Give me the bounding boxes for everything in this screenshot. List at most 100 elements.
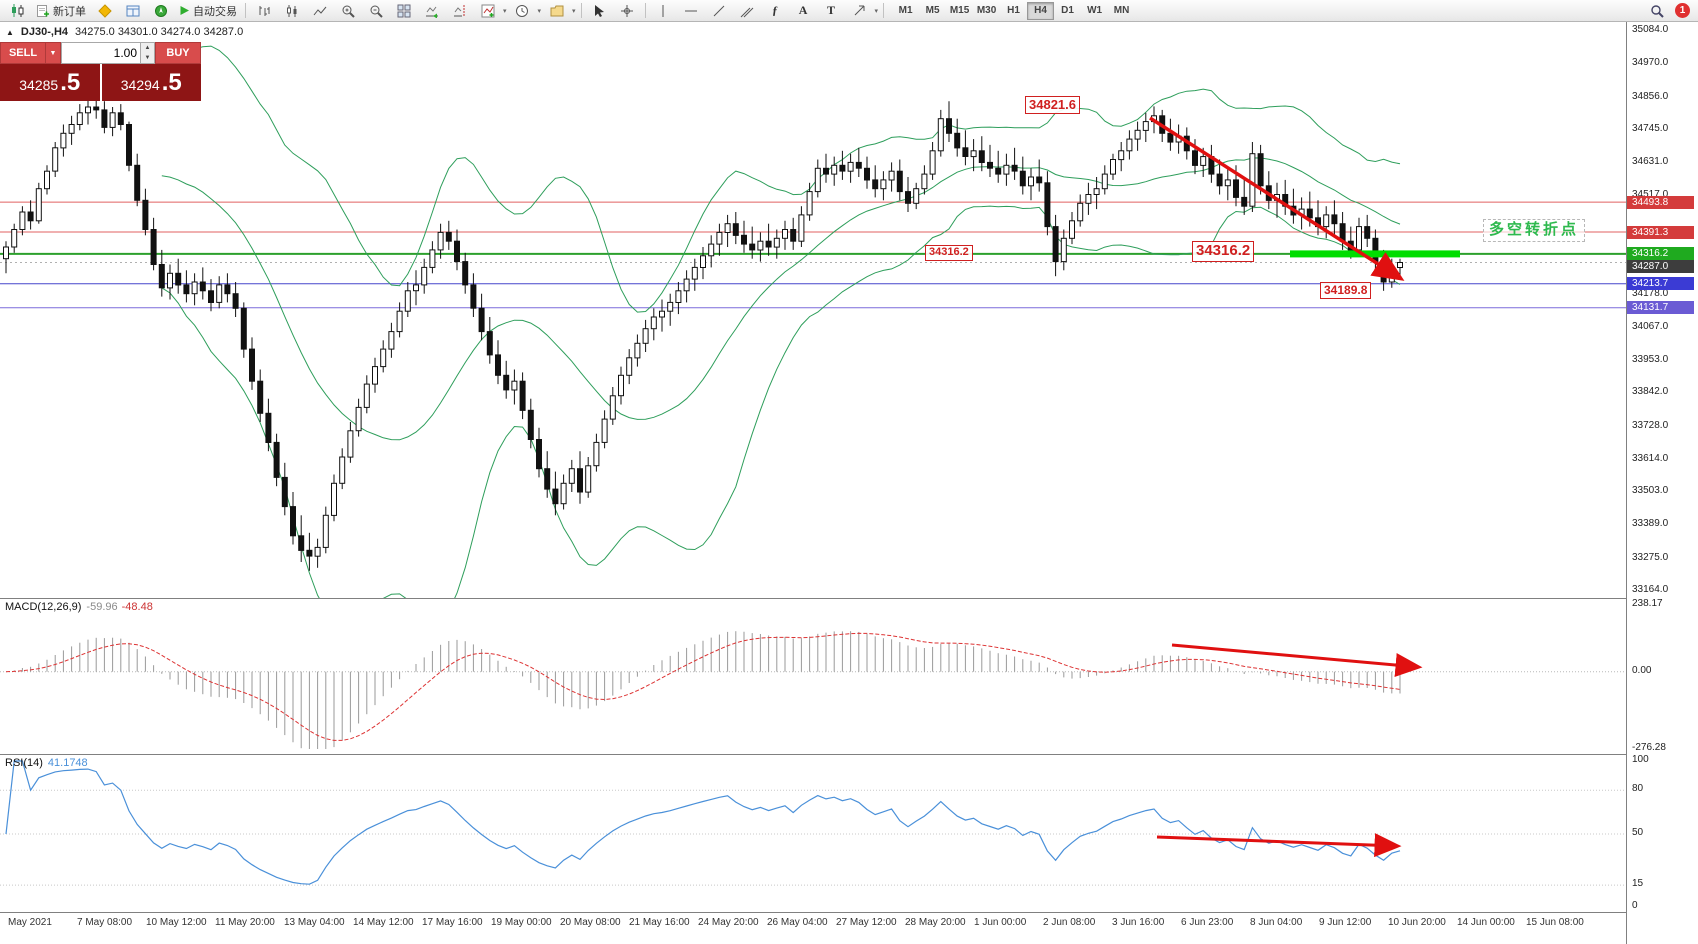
- notification-badge[interactable]: 1: [1675, 3, 1690, 18]
- timeframe-button-w1[interactable]: W1: [1081, 2, 1108, 20]
- main-chart-canvas[interactable]: [0, 22, 1626, 598]
- arrow-tool-icon[interactable]: [846, 0, 873, 21]
- price-axis-label: 33842.0: [1632, 386, 1669, 398]
- chart-shift-icon[interactable]: [446, 0, 473, 21]
- price-axis-label: 34067.0: [1632, 320, 1669, 332]
- cursor-icon[interactable]: [586, 0, 613, 21]
- volume-stepper[interactable]: ▲ ▼: [141, 42, 155, 64]
- data-window-icon[interactable]: [119, 0, 146, 21]
- time-axis-label: 27 May 12:00: [836, 917, 897, 928]
- zoom-in-icon[interactable]: [334, 0, 361, 21]
- downtrend-arrow-main[interactable]: [1149, 116, 1405, 281]
- macd-name: MACD(12,26,9): [5, 601, 82, 613]
- timeframe-button-h1[interactable]: H1: [1000, 2, 1027, 20]
- turning-point-note[interactable]: 多空转折点: [1483, 219, 1586, 242]
- price-tag-34391.3: 34391.3: [1627, 225, 1694, 239]
- auto-trading-button[interactable]: 自动交易: [175, 1, 241, 20]
- chart-window-icon[interactable]: [4, 0, 31, 21]
- text-tool-icon[interactable]: A: [798, 3, 808, 17]
- market-watch-icon[interactable]: [91, 0, 118, 21]
- support-price-label[interactable]: 34316.2: [925, 245, 973, 261]
- buy-price[interactable]: 34294.5: [101, 64, 201, 101]
- time-axis-label: 7 May 08:00: [77, 917, 133, 928]
- turning-price-label[interactable]: 34316.2: [1192, 241, 1255, 262]
- sell-dropdown-caret-icon[interactable]: ▼: [46, 42, 61, 64]
- time-axis-label: 6 Jun 23:00: [1181, 917, 1234, 928]
- downtrend-arrow-macd[interactable]: [1171, 643, 1423, 677]
- top-toolbar: 新订单 自动交易 ▾ ▾ ▾ ƒ A T ▾ M1 M5 M15 M30 H1 H4 D1 W…: [0, 0, 1698, 22]
- bar-chart-type-icon[interactable]: [250, 0, 277, 21]
- time-axis-label: 1 Jun 00:00: [974, 917, 1027, 928]
- macd-canvas[interactable]: [0, 599, 1626, 754]
- sell-button[interactable]: SELL: [0, 42, 46, 64]
- timeframe-button-mn[interactable]: MN: [1108, 2, 1135, 20]
- time-axis-label: 11 May 20:00: [215, 917, 275, 928]
- sell-price[interactable]: 34285.5: [0, 64, 100, 101]
- macd-label: MACD(12,26,9) -59.96 -48.48: [5, 601, 153, 613]
- timeframe-button-m5[interactable]: M5: [919, 2, 946, 20]
- timeframe-button-m1[interactable]: M1: [892, 2, 919, 20]
- templates-icon[interactable]: [543, 0, 570, 21]
- main-chart-pane[interactable]: 34821.6 34316.2 34316.2 34189.8 多空转折点 ▲ DJ30…: [0, 22, 1626, 598]
- time-axis[interactable]: May 2021 7 May 08:00 10 May 12:00 11 May 20…: [0, 912, 1626, 944]
- vertical-line-tool-icon[interactable]: [650, 0, 677, 21]
- arrows-dropdown-caret-icon[interactable]: ▾: [874, 7, 879, 15]
- auto-scroll-icon[interactable]: [418, 0, 445, 21]
- volume-down-icon[interactable]: ▼: [144, 55, 151, 61]
- search-icon[interactable]: [1643, 0, 1670, 21]
- timeframe-button-m30[interactable]: M30: [973, 2, 1000, 20]
- label-tool-icon[interactable]: T: [827, 3, 836, 17]
- price-tag-34131.7: 34131.7: [1627, 301, 1694, 315]
- macd-axis-label: -276.28: [1632, 742, 1666, 753]
- macd-axis-label: 0.00: [1632, 664, 1652, 676]
- macd-main-value: -59.96: [86, 601, 118, 613]
- period-clock-icon[interactable]: [509, 0, 536, 21]
- rsi-canvas[interactable]: [0, 755, 1626, 912]
- timeframe-button-m15[interactable]: M15: [946, 2, 973, 20]
- price-axis[interactable]: 35084.0 34970.0 34856.0 34745.0 34631.0 34517…: [1626, 22, 1698, 944]
- time-axis-label: 15 Jun 08:00: [1526, 917, 1584, 928]
- timeframe-button-d1[interactable]: D1: [1054, 2, 1081, 20]
- volume-input[interactable]: [62, 43, 140, 63]
- chart-window: 34821.6 34316.2 34316.2 34189.8 多空转折点 ▲ DJ30…: [0, 22, 1698, 944]
- rsi-axis-label: 100: [1632, 754, 1649, 765]
- rsi-pane[interactable]: RSI(14) 41.1748: [0, 754, 1626, 912]
- peak-price-label[interactable]: 34821.6: [1025, 96, 1080, 115]
- time-axis-label: 2 Jun 08:00: [1043, 917, 1096, 928]
- new-order-button[interactable]: 新订单: [32, 1, 90, 20]
- timeframe-button-h4[interactable]: H4: [1027, 1, 1055, 20]
- indicators-icon[interactable]: [474, 0, 501, 21]
- time-axis-label: 14 May 12:00: [353, 917, 414, 928]
- fibonacci-tool-icon[interactable]: ƒ: [772, 3, 779, 17]
- indicators-dropdown-caret-icon[interactable]: ▾: [503, 7, 507, 15]
- price-axis-label: 33728.0: [1632, 419, 1669, 431]
- price-tag-34213.7: 34213.7: [1627, 277, 1694, 291]
- tile-windows-icon[interactable]: [390, 0, 417, 21]
- horizontal-line-tool-icon[interactable]: [678, 0, 705, 21]
- macd-pane[interactable]: MACD(12,26,9) -59.96 -48.48: [0, 598, 1626, 754]
- new-order-label: 新订单: [53, 5, 86, 18]
- navigator-icon[interactable]: [147, 0, 174, 21]
- time-axis-label: 8 Jun 04:00: [1250, 917, 1303, 928]
- macd-axis-label: 238.17: [1632, 598, 1663, 609]
- collapse-panel-icon[interactable]: ▲: [6, 27, 14, 37]
- time-axis-label: 10 Jun 20:00: [1388, 917, 1446, 928]
- period-dropdown-caret-icon[interactable]: ▾: [537, 7, 542, 15]
- price-tag-34493.8: 34493.8: [1627, 195, 1694, 209]
- channel-tool-icon[interactable]: [734, 0, 761, 21]
- price-axis-label: 34631.0: [1632, 156, 1669, 168]
- candlestick-chart-type-icon[interactable]: [278, 0, 305, 21]
- support-highlight-band[interactable]: [1290, 250, 1460, 258]
- zoom-out-icon[interactable]: [362, 0, 389, 21]
- trendline-tool-icon[interactable]: [706, 0, 733, 21]
- price-tag-34316.2: 34316.2: [1627, 247, 1694, 261]
- downtrend-arrow-rsi[interactable]: [1156, 833, 1402, 858]
- low-price-label[interactable]: 34189.8: [1320, 282, 1372, 299]
- price-axis-label: 35084.0: [1632, 24, 1669, 35]
- crosshair-icon[interactable]: [614, 0, 641, 21]
- templates-dropdown-caret-icon[interactable]: ▾: [572, 7, 576, 15]
- line-chart-type-icon[interactable]: [306, 0, 333, 21]
- buy-button[interactable]: BUY: [155, 42, 201, 64]
- volume-up-icon[interactable]: ▲: [144, 45, 151, 51]
- rsi-label: RSI(14) 41.1748: [5, 757, 88, 769]
